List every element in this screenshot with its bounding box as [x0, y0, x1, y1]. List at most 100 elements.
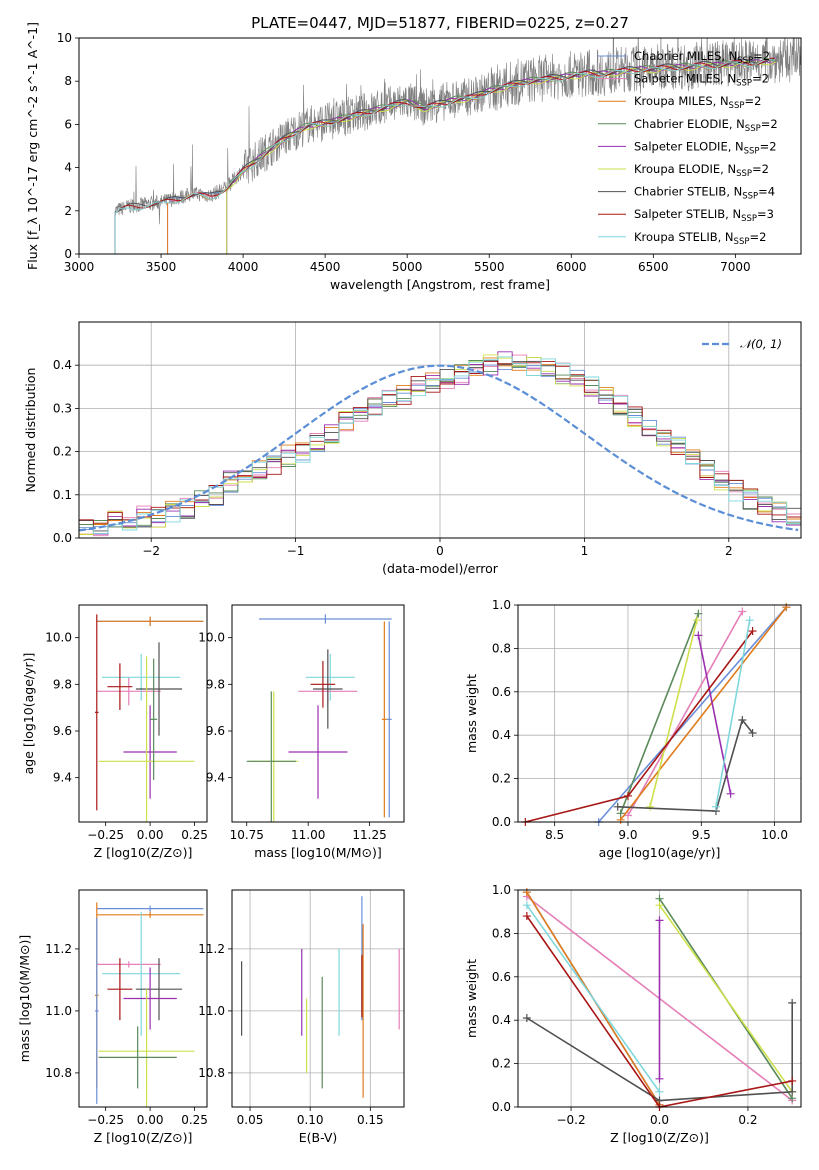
legend-label-sub: SSP: [734, 237, 750, 247]
mass-weight-line: [697, 635, 732, 794]
y-tick-label: 0.4: [53, 358, 72, 372]
x-tick-label: 4000: [228, 260, 259, 274]
mass-weight-marker: [623, 791, 632, 800]
axes-frame: [78, 604, 208, 823]
y-tick-label: 9.4: [206, 771, 225, 785]
legend-label-tail: =2: [760, 139, 777, 153]
mass-weight-marker: [748, 627, 757, 636]
legend-label: Salpeter MILES, NSSP=2: [634, 72, 769, 89]
y-tick-label: 1.0: [492, 883, 511, 897]
x-tick-label: 0.00: [137, 1113, 164, 1127]
x-tick-label: 5500: [474, 260, 505, 274]
y-tick-label: 11.2: [198, 942, 225, 956]
x-tick-label: 6000: [556, 260, 587, 274]
legend-label-sub: SSP: [736, 169, 752, 179]
mass-weight-marker: [655, 916, 664, 925]
mass-weight-marker: [522, 912, 531, 921]
x-axis-label: Z [log10(Z/Z⊙)]: [94, 845, 193, 860]
mass-weight-marker: [694, 609, 703, 618]
histogram-step: [79, 360, 801, 538]
model-fit-line: [114, 58, 775, 254]
mass-weight-marker: [788, 1076, 797, 1085]
spectrum-panel: 3000 3500 4000 4500 5000 5500 6000 6500 7000 0 2 4 6…: [25, 22, 802, 292]
y-tick-label: 0.0: [492, 1100, 511, 1114]
mass-weight-marker: [711, 802, 720, 811]
mass-weight-marker: [522, 901, 531, 910]
y-tick-label: 9.4: [53, 771, 72, 785]
mass-weight-marker: [522, 888, 531, 897]
y-tick-label: 0.4: [492, 1013, 511, 1027]
histogram-step: [79, 356, 801, 538]
mass-weight-marker: [748, 729, 757, 738]
legend-label: Salpeter STELIB, NSSP=3: [634, 207, 774, 224]
legend-label-sub: SSP: [744, 146, 760, 156]
legend-label-main: Kroupa STELIB, N: [634, 230, 734, 244]
legend-label: Kroupa ELODIE, NSSP=2: [634, 162, 769, 179]
y-tick-label: 10: [57, 31, 72, 45]
y-tick-label: 0.8: [492, 926, 511, 940]
mass-weight-marker: [788, 998, 797, 1007]
mass-weight-marker: [613, 802, 622, 811]
mass-weight-marker: [738, 716, 747, 725]
model-fit-line: [114, 57, 775, 254]
x-axis-label: wavelength [Angstrom, rest frame]: [330, 277, 550, 292]
axes-frame: [231, 889, 405, 1108]
legend-label-main: Kroupa MILES, N: [634, 94, 729, 108]
y-tick-label: 11.2: [45, 942, 72, 956]
y-axis-label: mass weight: [464, 674, 479, 753]
legend-label-main: Salpeter STELIB, N: [634, 207, 741, 221]
x-tick-label: 0.05: [237, 1113, 264, 1127]
y-axis-label: Normed distribution: [23, 368, 38, 493]
mass-weight-line: [526, 904, 661, 1093]
mass-weight-marker: [788, 1087, 797, 1096]
x-tick-label: −2: [142, 544, 160, 558]
y-tick-label: 8: [64, 74, 72, 88]
mass-weight-line: [649, 620, 698, 807]
y-tick-label: 9.8: [53, 677, 72, 691]
mass-weight-marker: [655, 1087, 664, 1096]
y-tick-label: 6: [64, 117, 72, 131]
legend-label-tail: =3: [757, 207, 774, 221]
y-tick-label: 4: [64, 161, 72, 175]
x-tick-label: 9.0: [618, 828, 637, 842]
y-tick-label: 0.4: [492, 728, 511, 742]
x-tick-label: 0: [436, 544, 444, 558]
y-tick-label: 0.3: [53, 401, 72, 415]
normal-curve: [78, 364, 799, 532]
legend-label-main: Salpeter MILES, N: [634, 72, 736, 86]
age-vs-mass-panel: 10.75 11.00 11.25 9.4 9.6 9.8 10.0 mass [log10(…: [198, 604, 405, 860]
x-tick-label: 5000: [392, 260, 423, 274]
y-tick-label: 11.0: [198, 1004, 225, 1018]
x-tick-label: 0.25: [181, 828, 208, 842]
x-tick-label: 7000: [720, 260, 751, 274]
model-fit-line: [114, 57, 775, 254]
legend-label-tail: =4: [758, 185, 775, 199]
y-tick-label: 0: [64, 247, 72, 261]
x-tick-label: 2: [725, 544, 733, 558]
y-tick-label: 0.2: [492, 772, 511, 786]
legend-label-tail: =2: [753, 49, 770, 63]
legend-label: Kroupa STELIB, NSSP=2: [634, 230, 766, 247]
legend-label-main: Chabrier ELODIE, N: [634, 117, 745, 131]
x-tick-label: −0.25: [87, 828, 124, 842]
y-tick-label: 10.8: [45, 1066, 72, 1080]
x-axis-label: mass [log10(M/M⊙)]: [254, 845, 382, 860]
mass-weight-marker: [522, 1014, 531, 1023]
mass-weight-line: [715, 620, 751, 807]
legend-label: Chabrier STELIB, NSSP=4: [634, 185, 775, 202]
x-tick-label: 0.0: [650, 1113, 669, 1127]
x-tick-label: 8.5: [545, 828, 564, 842]
y-tick-label: 0.0: [492, 815, 511, 829]
legend-label-sub: SSP: [745, 124, 761, 134]
x-axis-label: age [log10(age/yr)]: [599, 845, 721, 860]
y-tick-label: 11.0: [45, 1004, 72, 1018]
model-fit-line: [226, 59, 777, 254]
x-tick-label: 11.00: [291, 828, 325, 842]
x-tick-label: −0.2: [556, 1113, 585, 1127]
x-tick-label: 0.00: [137, 828, 164, 842]
y-tick-label: 9.6: [206, 724, 225, 738]
legend-label: Chabrier MILES, NSSP=2: [634, 49, 770, 66]
mass-weight-line: [617, 718, 754, 812]
mass-weight-marker: [745, 616, 754, 625]
x-axis-label: Z [log10(Z/Z⊙)]: [94, 1130, 193, 1145]
